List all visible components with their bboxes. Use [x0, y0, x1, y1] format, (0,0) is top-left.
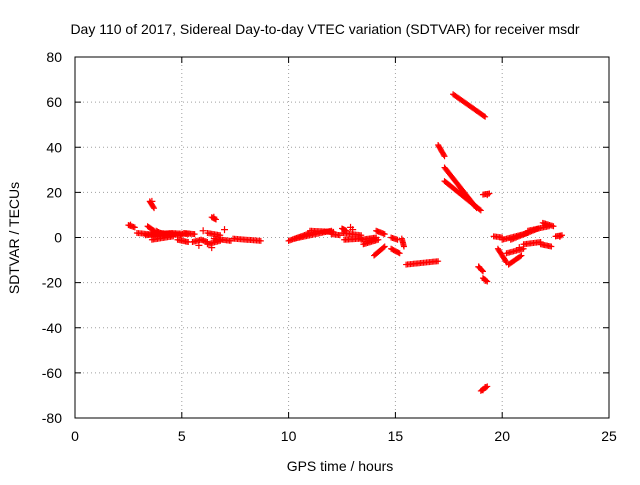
data-point-track: [210, 235, 234, 244]
x-tick-label: 10: [281, 428, 297, 444]
data-point-track: [328, 231, 343, 239]
data-point: [476, 206, 483, 213]
data-point: [400, 243, 407, 250]
data-point: [195, 241, 203, 249]
data-point: [150, 204, 157, 211]
data-point: [481, 384, 489, 392]
data-point: [217, 232, 224, 239]
y-tick-label: 80: [46, 49, 62, 65]
data-point-track: [403, 258, 442, 268]
y-tick-label: -40: [42, 320, 62, 336]
data-point: [517, 253, 524, 260]
data-point: [479, 268, 486, 275]
data-point: [131, 224, 138, 231]
y-tick-label: 20: [46, 184, 62, 200]
data-point: [515, 244, 523, 252]
x-tick-label: 25: [601, 428, 617, 444]
data-point: [396, 250, 403, 257]
data-point: [483, 191, 491, 199]
y-tick-label: 0: [54, 230, 62, 246]
data-point: [257, 237, 264, 244]
data-point: [375, 236, 382, 243]
x-tick-label: 0: [71, 428, 79, 444]
data-point-track: [339, 229, 365, 239]
data-point: [221, 226, 229, 234]
data-point-track: [373, 227, 388, 238]
y-tick-label: -60: [42, 365, 62, 381]
data-point: [479, 267, 486, 274]
data-point: [395, 249, 402, 256]
data-point: [556, 232, 564, 240]
data-point: [481, 276, 489, 284]
data-point-track: [450, 91, 489, 120]
data-point-track: [441, 178, 484, 214]
data-point-track: [360, 236, 382, 248]
data-point-track: [435, 141, 448, 160]
y-axis-label: SDTVAR / TECUs: [6, 182, 22, 294]
data-point: [127, 221, 135, 229]
data-point: [208, 244, 216, 252]
data-point: [210, 213, 218, 221]
data-points: [125, 91, 566, 394]
data-point: [550, 223, 557, 230]
data-point-track: [358, 234, 380, 243]
data-point: [548, 243, 555, 250]
data-point: [349, 226, 357, 234]
data-point-track: [204, 229, 224, 239]
data-point: [440, 152, 447, 159]
data-point-track: [539, 219, 557, 230]
data-point-track: [230, 235, 264, 244]
data-point: [441, 153, 448, 160]
data-point: [475, 263, 483, 271]
data-point: [380, 244, 387, 251]
y-tick-label: -20: [42, 275, 62, 291]
x-tick-label: 20: [494, 428, 510, 444]
y-tick-label: 40: [46, 139, 62, 155]
data-point-track: [144, 223, 158, 234]
data-point-track: [371, 243, 388, 259]
data-point-track: [537, 241, 555, 250]
data-point-track: [398, 235, 407, 250]
data-point: [381, 231, 388, 238]
data-point-track: [388, 234, 401, 243]
x-tick-label: 15: [388, 428, 404, 444]
data-point-track: [388, 245, 403, 257]
data-point: [482, 113, 489, 120]
y-tick-label: 60: [46, 94, 62, 110]
data-point: [502, 258, 509, 265]
data-point: [435, 258, 442, 265]
data-point: [148, 197, 156, 205]
data-point: [381, 243, 388, 250]
data-point-track: [494, 245, 510, 266]
axis-ticks: 0 5 10 15 20 25 -80 -60 -40 -20 0 20 40 60 80: [42, 49, 617, 444]
data-point-track: [505, 252, 525, 268]
data-point: [518, 252, 525, 259]
data-point: [151, 205, 158, 212]
data-point: [199, 227, 207, 235]
data-point: [477, 207, 484, 214]
y-tick-label: -80: [42, 410, 62, 426]
data-point: [480, 112, 487, 119]
data-point-track: [180, 229, 198, 238]
chart-title: Day 110 of 2017, Sidereal Day-to-day VTE…: [70, 21, 579, 37]
x-axis-label: GPS time / hours: [287, 458, 394, 474]
data-point: [191, 231, 198, 238]
x-tick-label: 5: [178, 428, 186, 444]
